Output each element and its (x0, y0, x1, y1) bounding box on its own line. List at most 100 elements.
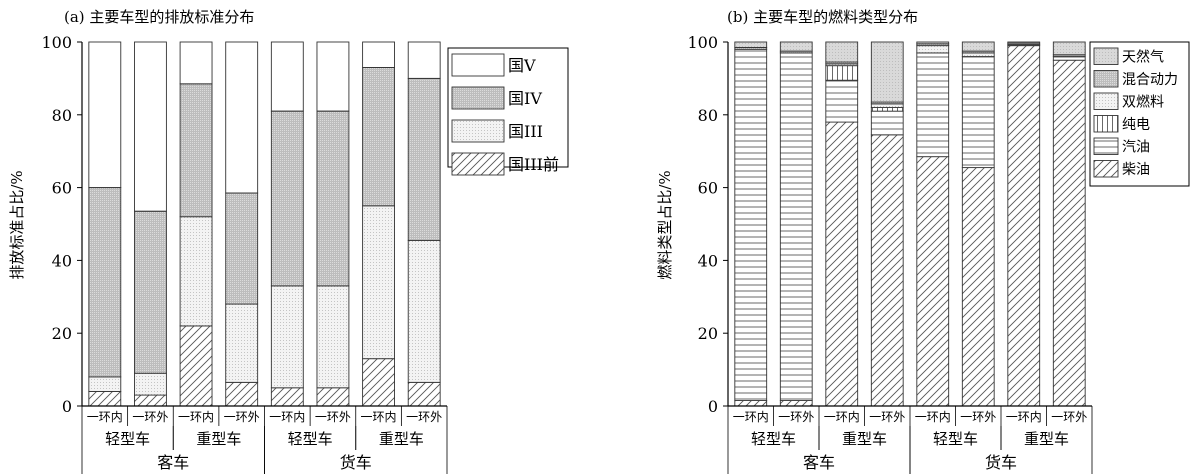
bar-segment (316, 285, 350, 389)
legend-label: 汽油 (1122, 140, 1150, 156)
group-label: 轻型车 (105, 430, 150, 448)
bar-segment (316, 110, 350, 287)
bar-segment (961, 56, 995, 169)
bar-segment (870, 110, 904, 136)
bar-segment (362, 358, 395, 407)
y-tick-label: 20 (52, 324, 72, 343)
bar-segment (88, 187, 122, 378)
chart-title: (a) 主要车型的排放标准分布 (64, 8, 254, 26)
y-axis-label: 排放标准占比/% (8, 170, 26, 279)
bar-segment (961, 52, 995, 58)
bar-segment (270, 285, 304, 389)
bar-segment (916, 156, 950, 407)
group-label: 重型车 (379, 430, 424, 448)
x-tick-label: 一环内 (1006, 410, 1042, 424)
y-tick-label: 80 (52, 106, 72, 125)
bar-segment (88, 390, 122, 407)
x-tick-label: 一环内 (733, 410, 769, 424)
group-label: 重型车 (196, 430, 241, 448)
bar-segment (825, 41, 859, 63)
bar-segment (225, 381, 259, 407)
bar-segment (1052, 59, 1086, 407)
bar-segment (1007, 41, 1041, 44)
x-tick-label: 一环内 (361, 410, 397, 424)
bar-segment (362, 41, 395, 68)
legend-swatch (1093, 115, 1119, 133)
legend-label: 双燃料 (1122, 94, 1164, 111)
bar-segment (734, 400, 768, 407)
legend-swatch (451, 86, 505, 110)
bar-segment (179, 83, 213, 218)
bar-segment (825, 65, 859, 81)
legend-swatch (1093, 137, 1119, 155)
x-tick-label: 一环内 (87, 410, 123, 424)
bar-segment (870, 41, 904, 103)
group-label: 轻型车 (288, 430, 333, 448)
bar-segment (88, 41, 122, 189)
y-tick-label: 20 (698, 324, 718, 343)
legend-swatch (1093, 70, 1119, 88)
bar-segment (270, 110, 304, 287)
y-tick-label: 40 (698, 251, 718, 270)
bar-segment (961, 41, 995, 52)
y-axis-label: 燃料类型占比/% (656, 170, 674, 279)
legend-swatch (1093, 160, 1119, 178)
legend-label: 混合动力 (1122, 72, 1178, 88)
bar-segment (779, 400, 813, 407)
bar-segment (734, 48, 768, 401)
x-tick-label: 一环外 (869, 410, 905, 424)
bar-segment (779, 52, 813, 401)
legend-label: 国IV (508, 89, 542, 108)
group-label: 重型车 (842, 430, 887, 448)
bar-segment (316, 387, 350, 407)
legend-swatch (451, 53, 505, 77)
bar-segment (134, 210, 167, 374)
x-tick-label: 一环外 (1051, 410, 1087, 424)
emission-standard-chart: (a) 主要车型的排放标准分布 排放标准占比/% 0 20 40 60 80 100 一环内… (8, 8, 569, 474)
x-tick-label: 一环外 (224, 410, 260, 424)
legend-swatch (451, 119, 505, 143)
bar-segment (825, 79, 859, 123)
fuel-type-chart: (b) 主要车型的燃料类型分布 燃料类型占比/% 0 20 40 60 80 100 一环内… (656, 8, 1190, 474)
x-tick-label: 一环外 (315, 410, 351, 424)
bar-segment (870, 134, 904, 407)
x-tick-label: 一环内 (178, 410, 214, 424)
y-tick-label: 100 (41, 33, 72, 52)
legend-label: 国III前 (508, 155, 559, 174)
bar-segment (870, 103, 904, 108)
y-tick-label: 0 (62, 397, 72, 416)
bar-segment (225, 192, 259, 305)
bar-segment (225, 41, 259, 194)
x-tick-label: 一环内 (269, 410, 305, 424)
legend-label: 天然气 (1122, 49, 1164, 66)
y-tick-label: 100 (687, 33, 718, 52)
bar-segment (916, 52, 950, 158)
group-label: 重型车 (1024, 430, 1069, 448)
chart-title: (b) 主要车型的燃料类型分布 (727, 8, 918, 26)
legend-label: 国V (508, 56, 536, 75)
bar-segment (179, 216, 213, 327)
y-tick-label: 40 (52, 251, 72, 270)
bar-segment (825, 121, 859, 407)
y-tick-label: 60 (52, 179, 72, 198)
bar-segment (407, 41, 441, 79)
legend-label: 国III (508, 122, 543, 141)
bar-segment (1007, 45, 1041, 407)
supergroup-label: 货车 (985, 453, 1017, 472)
bar-segment (407, 77, 441, 241)
bar-segment (88, 376, 122, 392)
bar-segment (407, 381, 441, 407)
supergroup-label: 客车 (157, 453, 189, 472)
x-tick-label: 一环内 (824, 410, 860, 424)
bar-segment (916, 41, 950, 45)
x-tick-label: 一环外 (960, 410, 996, 424)
bar-segment (225, 303, 259, 383)
bar-segment (270, 387, 304, 407)
x-tick-label: 一环内 (915, 410, 951, 424)
supergroup-label: 客车 (803, 453, 835, 472)
bar-segment (270, 41, 304, 112)
bar-segment (779, 41, 813, 52)
supergroup-label: 货车 (340, 453, 372, 472)
bar-segment (362, 67, 395, 207)
